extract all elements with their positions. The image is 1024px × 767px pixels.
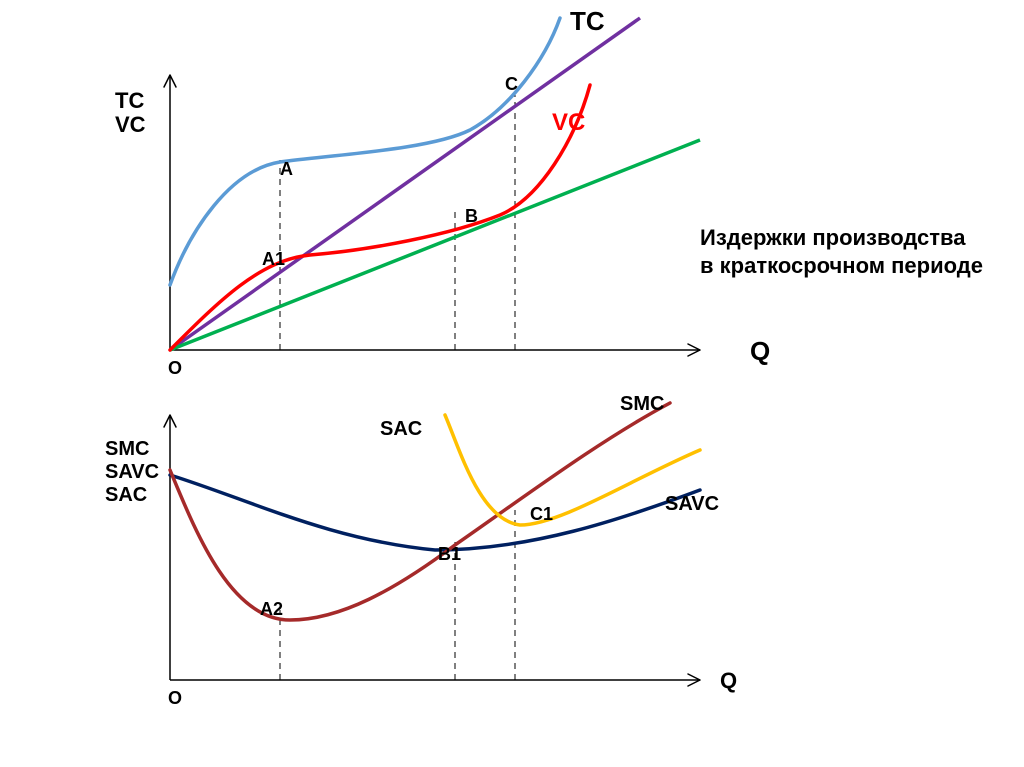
- point-label-a1: A1: [262, 249, 285, 269]
- savc-curve-label: SAVC: [665, 493, 719, 515]
- vc-curve: [170, 85, 590, 350]
- point-label-b1: B1: [438, 544, 461, 564]
- point-label-a: A: [280, 159, 293, 179]
- title-line-2: в краткосрочном периоде: [700, 253, 983, 278]
- tc-curve: [170, 18, 560, 285]
- point-label-a2: A2: [260, 599, 283, 619]
- sac-curve-label: SAC: [380, 418, 422, 440]
- sac-curve: [445, 415, 700, 525]
- point-label-b: B: [465, 206, 478, 226]
- y-axis-label-vc: VC: [115, 112, 146, 137]
- vc-curve-label: VC: [552, 109, 585, 136]
- point-label-c: C: [505, 74, 518, 94]
- y-axis-label-smc: SMC: [105, 438, 149, 460]
- top-chart: TCVCQOTCVCAA1BC: [115, 6, 770, 378]
- origin-label-bottom: O: [168, 688, 182, 708]
- y-axis-label-sac: SAC: [105, 484, 147, 506]
- tangent-line-tc: [170, 18, 640, 350]
- chart-title: Издержки производства в краткосрочном пер…: [700, 225, 983, 278]
- title-line-1: Издержки производства: [700, 225, 966, 250]
- tc-curve-label: TC: [570, 6, 605, 36]
- x-axis-label-q-bottom: Q: [720, 668, 737, 693]
- origin-label-top: O: [168, 358, 182, 378]
- bottom-chart: SMCSAVCSACQOSMCSAVCSACA2B1C1: [105, 393, 737, 708]
- cost-curves-diagram: TCVCQOTCVCAA1BCSMCSAVCSACQOSMCSAVCSACA2B…: [0, 0, 1024, 767]
- guide-lines: [280, 92, 515, 680]
- point-label-c1: C1: [530, 504, 553, 524]
- y-axis-label-tc: TC: [115, 88, 144, 113]
- x-axis-label-q-top: Q: [750, 336, 770, 366]
- smc-curve-label: SMC: [620, 393, 664, 415]
- y-axis-label-savc: SAVC: [105, 461, 159, 483]
